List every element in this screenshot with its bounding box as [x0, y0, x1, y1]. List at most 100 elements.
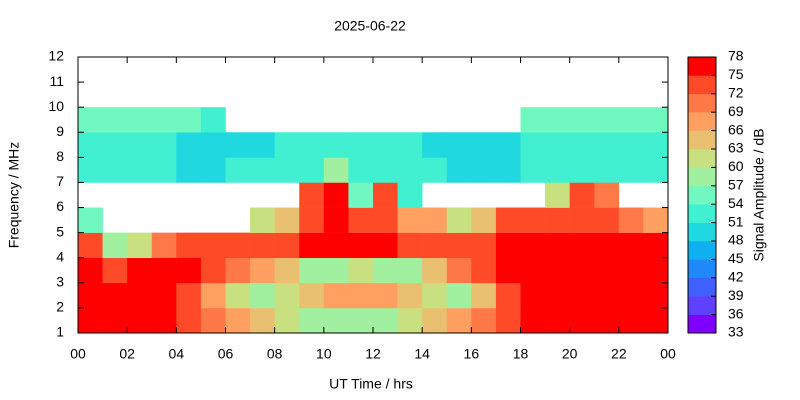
heatmap-cell [200, 282, 226, 309]
heatmap-cell [471, 257, 497, 284]
heatmap-cell [274, 307, 300, 334]
heatmap-cell [348, 132, 374, 158]
heatmap-cell [323, 157, 349, 183]
heatmap-cell [397, 132, 423, 158]
colorbar-tick-label: 78 [728, 48, 744, 64]
heatmap-cell [373, 282, 398, 309]
heatmap-cell [348, 157, 374, 183]
heatmap-cell [274, 157, 300, 183]
x-tick-label: 04 [169, 346, 185, 362]
y-tick-label: 8 [56, 148, 64, 164]
heatmap-cell [446, 232, 472, 259]
heatmap-cell [299, 257, 325, 284]
heatmap-cell [618, 257, 644, 284]
heatmap-cell [200, 232, 226, 259]
heatmap-cell [569, 307, 595, 334]
colorbar-tick-label: 45 [728, 250, 744, 266]
heatmap-cell [422, 257, 448, 284]
heatmap-cell [151, 132, 177, 158]
heatmap-cell [569, 232, 595, 259]
colorbar-segment [688, 167, 716, 187]
heatmap-cell [446, 307, 472, 334]
heatmap-cell [250, 307, 275, 334]
heatmap-cell [373, 257, 398, 284]
heatmap-cell [422, 207, 448, 233]
heatmap-cell [102, 232, 128, 259]
heatmap-cell [373, 182, 398, 208]
heatmap-cell [397, 257, 423, 284]
heatmap-cell [78, 157, 103, 183]
heatmap-cell [545, 182, 570, 208]
colorbar-tick-label: 54 [728, 195, 744, 211]
heatmap-cell [446, 282, 472, 309]
heatmap-cell [274, 132, 300, 158]
heatmap-cell [594, 232, 620, 259]
heatmap-cell [495, 307, 521, 334]
heatmap-cell [102, 132, 128, 158]
heatmap-cell [422, 132, 448, 158]
heatmap-cell [323, 232, 349, 259]
heatmap-cell [594, 182, 620, 208]
heatmap-cell [569, 107, 595, 133]
y-tick-label: 9 [56, 123, 64, 139]
heatmap-cell [397, 157, 423, 183]
x-tick-label: 18 [513, 346, 529, 362]
heatmap-cell [495, 207, 521, 233]
heatmap-cell [127, 232, 153, 259]
heatmap-cell [102, 107, 128, 133]
colorbar-segment [688, 185, 716, 205]
colorbar-tick-label: 42 [728, 269, 744, 285]
heatmap-cell [274, 232, 300, 259]
heatmap-cell [102, 157, 128, 183]
heatmap-cell [225, 157, 251, 183]
heatmap-cell [643, 207, 669, 233]
heatmap-cell [127, 157, 153, 183]
heatmap-cell [200, 107, 226, 133]
heatmap-cell [643, 282, 669, 309]
heatmap-cell [323, 307, 349, 334]
heatmap-cell [594, 107, 620, 133]
heatmap-cell [569, 207, 595, 233]
heatmap-cell [495, 157, 521, 183]
heatmap-cell [422, 157, 448, 183]
heatmap-cell [643, 257, 669, 284]
heatmap-cell [471, 232, 497, 259]
heatmap-cell [643, 232, 669, 259]
heatmap-cell [176, 282, 202, 309]
heatmap-cell [594, 157, 620, 183]
heatmap-cell [323, 132, 349, 158]
y-tick-label: 11 [49, 73, 64, 89]
heatmap-cell [176, 232, 202, 259]
heatmap-cell [594, 307, 620, 334]
heatmap-cell [422, 307, 448, 334]
heatmap-cell [569, 257, 595, 284]
heatmap-cell [422, 282, 448, 309]
x-tick-label: 16 [464, 346, 480, 362]
heatmap-cell [520, 307, 546, 334]
heatmap-cell [200, 257, 226, 284]
heatmap-cell [569, 157, 595, 183]
heatmap-cell [495, 282, 521, 309]
colorbar-segment [688, 296, 716, 315]
heatmap-cell [373, 307, 398, 334]
y-tick-label: 4 [56, 248, 64, 264]
heatmap-cell [176, 107, 202, 133]
colorbar-segment [688, 130, 716, 150]
heatmap-cell [495, 132, 521, 158]
heatmap-cell [78, 257, 103, 284]
heatmap-cell [200, 157, 226, 183]
chart-title: 2025-06-22 [334, 18, 406, 34]
heatmap-cell [102, 282, 128, 309]
heatmap-cell [446, 207, 472, 233]
heatmap-cell [299, 207, 325, 233]
colorbar-tick-label: 60 [728, 158, 744, 174]
colorbar-tick-label: 75 [728, 66, 744, 82]
colorbar-segment [688, 259, 716, 279]
heatmap-cell [373, 132, 398, 158]
heatmap-cell [200, 307, 226, 334]
colorbar-tick-label: 57 [728, 177, 744, 193]
heatmap-cell [471, 282, 497, 309]
heatmap-cell [397, 207, 423, 233]
colorbar-tick-label: 69 [728, 103, 744, 119]
colorbar-label: Signal Amplitude / dB [751, 128, 767, 261]
